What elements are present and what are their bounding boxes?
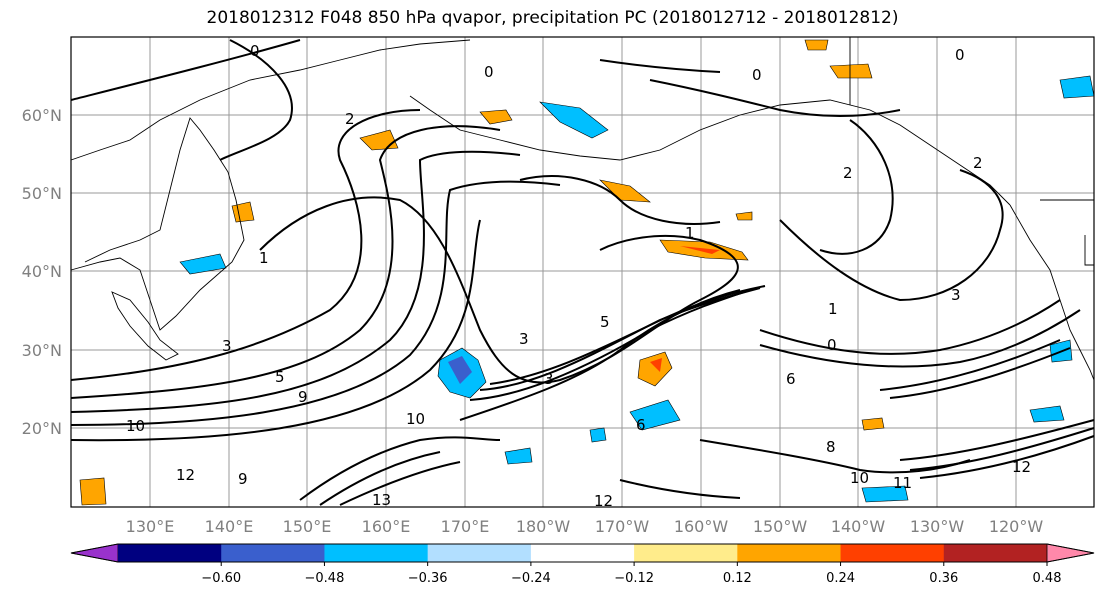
contour-label: 2 [973, 154, 983, 172]
colorbar-segment [634, 544, 738, 562]
colorbar-segment [427, 544, 532, 562]
colorbar [70, 543, 1095, 563]
colorbar-tick-label: −0.36 [408, 571, 448, 586]
contour-label: 6 [786, 370, 796, 388]
lat-label: 20°N [22, 419, 62, 438]
colorbar-segment [118, 544, 222, 562]
lat-label: 30°N [22, 341, 62, 360]
lon-label: 160°W [674, 517, 729, 536]
contour-label: 12 [1012, 458, 1031, 476]
colorbar-segment [840, 544, 945, 562]
colorbar-tick-label: −0.60 [201, 571, 241, 586]
contour-label: 8 [826, 438, 836, 456]
colorbar-tick-label: −0.12 [614, 571, 654, 586]
graticule [71, 37, 1094, 507]
colorbar-labels: −0.60 −0.48 −0.36 −0.24 −0.12 0.12 0.24 0.36 0.4… [201, 562, 1062, 586]
lat-label: 60°N [22, 106, 62, 125]
contour-label: 9 [298, 388, 308, 406]
contour-labels: 0 0 0 0 2 2 2 1 1 3 3 5 5 1 0 3 9 10 10 … [126, 42, 1031, 510]
contour-label: 5 [600, 313, 610, 331]
contour-label: 5 [275, 368, 285, 386]
contour-label: 3 [519, 330, 529, 348]
contour-label: 12 [594, 492, 613, 510]
colorbar-extend-high [1046, 543, 1095, 563]
contour-label: 0 [250, 42, 260, 60]
contour-label: 6 [636, 416, 646, 434]
lon-label: 180°W [516, 517, 571, 536]
contour-lines [70, 39, 1095, 506]
contour-label: 0 [484, 63, 494, 81]
map-background [71, 37, 1094, 507]
longitude-labels: 130°E 140°E 150°E 160°E 170°E 180°W 170°… [126, 517, 1044, 536]
contour-label: 10 [850, 469, 869, 487]
lon-label: 140°W [831, 517, 886, 536]
colorbar-extend-low [70, 543, 119, 563]
lon-label: 120°W [989, 517, 1044, 536]
colorbar-segment [737, 544, 842, 562]
lat-label: 40°N [22, 262, 62, 281]
contour-label: 1 [259, 249, 269, 267]
contour-label: 3 [951, 286, 961, 304]
colorbar-tick-label: 0.24 [826, 571, 855, 586]
colorbar-outline [70, 543, 1095, 563]
lon-label: 170°E [441, 517, 490, 536]
coastlines [70, 37, 1095, 381]
lon-label: 150°E [283, 517, 332, 536]
lon-label: 130°W [910, 517, 965, 536]
colorbar-tick-label: 0.48 [1033, 571, 1062, 586]
lon-label: 160°E [362, 517, 411, 536]
contour-label: 0 [752, 66, 762, 84]
colorbar-segment [221, 544, 325, 562]
contour-label: 1 [685, 224, 695, 242]
colorbar-segment [324, 544, 429, 562]
colorbar-segment [530, 544, 635, 562]
contour-label: 9 [238, 470, 248, 488]
colorbar-segment [943, 544, 1048, 562]
contour-label: 12 [176, 466, 195, 484]
contour-label: 10 [126, 417, 145, 435]
contour-label: 2 [843, 164, 853, 182]
colorbar-tick-label: −0.24 [511, 571, 551, 586]
colorbar-tick-label: 0.12 [723, 571, 752, 586]
contour-label: 10 [406, 410, 425, 428]
contour-label: 13 [372, 491, 391, 509]
precipitation-patches [79, 39, 1095, 506]
lat-label: 50°N [22, 184, 62, 203]
colorbar-tick-label: 0.36 [929, 571, 958, 586]
lon-label: 130°E [126, 517, 175, 536]
contour-label: 2 [345, 110, 355, 128]
lon-label: 140°E [205, 517, 254, 536]
map-frame [70, 36, 1095, 508]
contour-label: 1 [828, 300, 838, 318]
colorbar-tick-label: −0.48 [305, 571, 345, 586]
lon-label: 150°W [753, 517, 808, 536]
contour-label: 0 [955, 46, 965, 64]
lon-label: 170°W [595, 517, 650, 536]
map-title: 2018012312 F048 850 hPa qvapor, precipit… [206, 8, 899, 28]
contour-label: 3 [222, 337, 232, 355]
contour-label: 0 [827, 336, 837, 354]
contour-label: 3 [544, 370, 554, 388]
contour-label: 11 [893, 474, 912, 492]
latitude-labels: 60°N 50°N 40°N 30°N 20°N [22, 106, 62, 438]
